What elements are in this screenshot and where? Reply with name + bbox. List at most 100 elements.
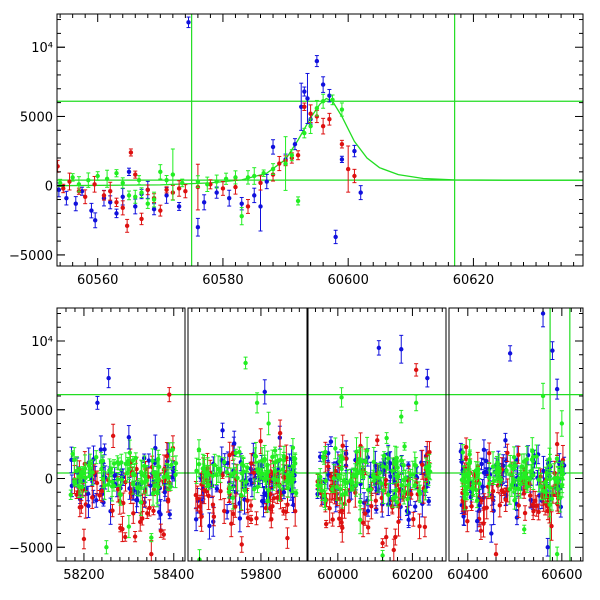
data-point (164, 175, 169, 186)
data-point (82, 454, 88, 483)
bottom-axis-ticks: 58200 58400 59800 60000 60200 60400 60600 −5000… (9, 308, 583, 583)
data-point (262, 454, 267, 464)
data-point (481, 509, 486, 538)
data-point (554, 546, 560, 561)
data-point (264, 173, 269, 190)
data-point (252, 187, 257, 204)
data-point (245, 170, 251, 185)
data-point (222, 457, 227, 467)
y-tick-label: −5000 (9, 541, 53, 556)
y-tick-label: 10⁴ (31, 41, 53, 56)
data-point (167, 509, 172, 520)
data-point (390, 489, 396, 508)
data-point (251, 478, 257, 500)
data-point (413, 457, 419, 475)
y-tick-label: −5000 (9, 249, 53, 264)
data-point (281, 485, 287, 500)
data-point (203, 464, 209, 488)
data-point (470, 479, 476, 496)
data-point (170, 442, 175, 458)
data-point (289, 149, 295, 162)
data-point (115, 472, 121, 487)
data-point (328, 436, 334, 448)
data-point (140, 511, 145, 526)
x-tick-label: 60580 (202, 273, 243, 288)
data-point (413, 501, 418, 512)
data-point (339, 387, 344, 408)
y-tick-label: 5000 (20, 404, 53, 419)
data-point (315, 473, 320, 498)
data-point (338, 473, 343, 505)
data-point (354, 437, 359, 467)
data-point (372, 472, 377, 481)
data-point (529, 448, 535, 471)
data-point (245, 199, 251, 214)
data-point (57, 159, 60, 173)
data-point (132, 530, 138, 543)
data-point (158, 164, 163, 180)
x-tick-label: 60620 (453, 273, 494, 288)
data-point (241, 456, 246, 487)
data-point (229, 510, 234, 538)
data-point (106, 477, 111, 492)
data-point (68, 489, 73, 500)
data-point (238, 479, 244, 511)
data-point (461, 470, 466, 479)
data-point (218, 456, 223, 483)
data-point (104, 540, 109, 555)
data-point (513, 461, 518, 471)
data-point (205, 176, 210, 192)
data-point (114, 169, 119, 178)
data-point (193, 507, 199, 532)
data-point (79, 500, 84, 514)
data-point (254, 392, 260, 414)
data-point (130, 473, 136, 495)
data-point (503, 432, 508, 448)
data-point (194, 457, 199, 484)
data-point (522, 524, 527, 535)
data-point (505, 443, 510, 463)
data-point (460, 444, 466, 461)
data-point (504, 465, 509, 476)
data-point (138, 488, 144, 516)
data-point (481, 439, 487, 461)
data-point (214, 174, 219, 189)
data-point (417, 513, 422, 540)
data-point (107, 458, 112, 483)
data-point (399, 409, 404, 424)
data-point (508, 454, 513, 477)
data-point (425, 368, 430, 388)
data-point (399, 471, 404, 499)
data-point (538, 472, 544, 501)
data-point (127, 439, 133, 467)
data-point (339, 512, 344, 533)
data-point (266, 411, 271, 436)
data-point (126, 190, 132, 201)
data-point (254, 511, 259, 526)
data-point (131, 502, 136, 524)
data-point (358, 505, 363, 535)
data-point (206, 480, 211, 491)
data-point (224, 467, 229, 478)
data-point (145, 198, 150, 209)
data-point (156, 504, 162, 520)
data-point (76, 176, 82, 193)
data-point (333, 229, 338, 245)
x-tick-label: 59800 (240, 568, 281, 583)
data-point (420, 449, 425, 480)
data-point (82, 189, 88, 205)
data-point (477, 478, 482, 490)
data-point (321, 452, 327, 465)
data-point (210, 495, 216, 514)
data-point (285, 527, 290, 549)
data-point (264, 465, 269, 485)
data-point (419, 450, 424, 475)
data-point (412, 480, 418, 491)
data-point (295, 150, 301, 161)
data-point (536, 503, 541, 521)
data-point (158, 204, 163, 217)
data-point (94, 470, 100, 496)
data-point (413, 394, 419, 412)
data-point (145, 184, 150, 196)
data-point (516, 445, 521, 464)
